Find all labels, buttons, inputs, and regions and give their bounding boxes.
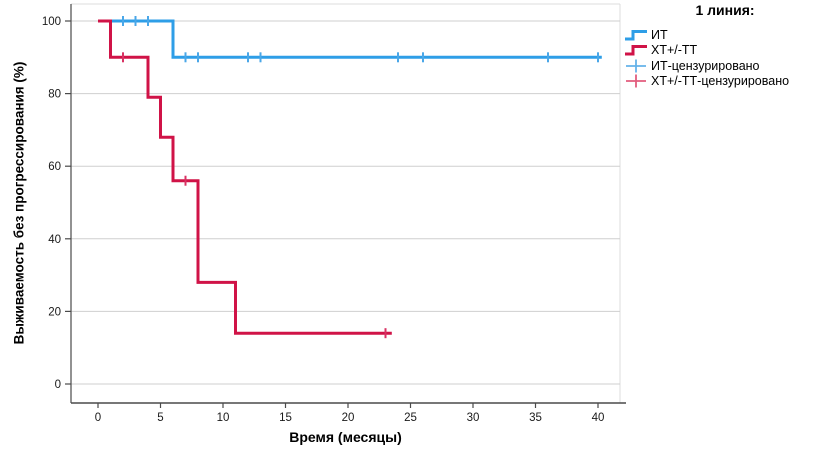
y-axis-title: Выживаемость без прогрессирования (%) (11, 61, 27, 345)
x-tick-label: 40 (592, 412, 605, 424)
x-tick-label: 5 (157, 412, 163, 424)
y-tick-label: 100 (42, 16, 61, 28)
x-tick-label: 0 (95, 412, 101, 424)
y-tick-label: 60 (48, 161, 61, 173)
y-tick-label: 40 (48, 234, 61, 246)
legend-item-label: ИТ (651, 27, 668, 42)
legend-item: ИТ-цензурировано (624, 58, 826, 74)
legend-item-label: ХТ+/-ТТ-цензурировано (651, 74, 790, 89)
step-line-icon (624, 43, 648, 57)
x-tick-label: 20 (342, 412, 355, 424)
y-tick-label: 20 (48, 306, 61, 318)
x-tick-label: 30 (467, 412, 480, 424)
x-axis-title: Время (месяцы) (289, 429, 402, 445)
legend-item-label: ИТ-цензурировано (651, 58, 760, 73)
legend-title: 1 линия: (695, 2, 755, 18)
y-tick-label: 80 (48, 89, 61, 101)
x-tick-label: 25 (404, 412, 417, 424)
km-curve-ХТ+/-ТТ (98, 19, 392, 335)
plus-censor-icon (624, 59, 648, 73)
x-tick-label: 10 (217, 412, 230, 424)
x-tick-label: 15 (279, 412, 292, 424)
plus-censor-icon (624, 74, 648, 88)
legend-item: ХТ+/-ТТ (624, 43, 826, 59)
x-tick-label: 35 (529, 412, 542, 424)
km-curve-ИТ (98, 19, 602, 59)
legend-item-label: ХТ+/-ТТ (651, 43, 698, 58)
step-line-icon (624, 28, 648, 42)
legend-item: ИТ (624, 27, 826, 43)
y-tick-label: 0 (55, 379, 61, 391)
legend: 1 линия: ИТ ХТ+/-ТТ ИТ-цензурировано ХТ+… (624, 2, 826, 89)
legend-item: ХТ+/-ТТ-цензурировано (624, 74, 826, 90)
